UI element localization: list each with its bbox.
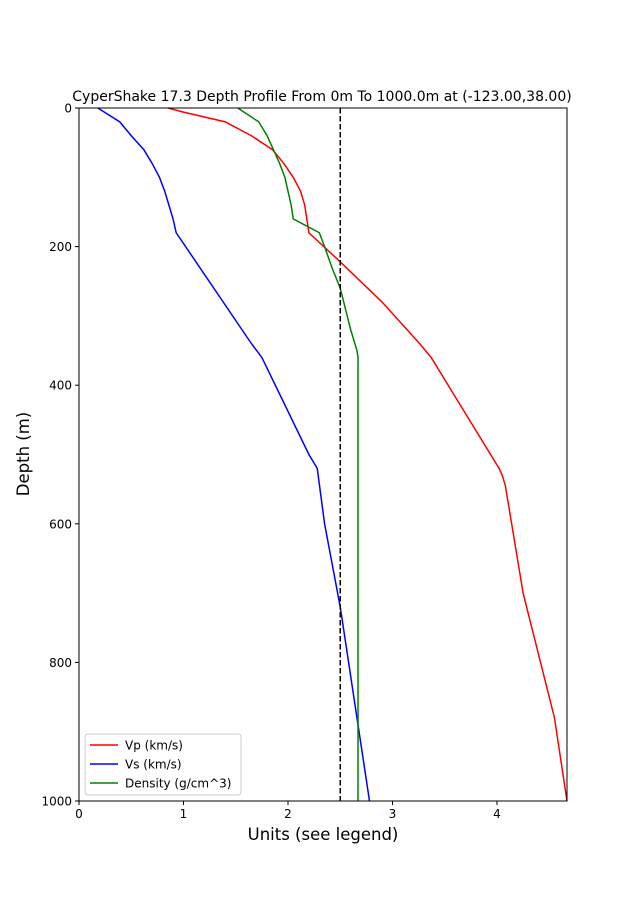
x-tick-label: 0 <box>75 807 83 821</box>
legend-label-1: Vs (km/s) <box>125 758 182 772</box>
y-tick-label: 600 <box>49 517 72 531</box>
legend-label-2: Density (g/cm^3) <box>125 777 231 791</box>
x-tick-label: 3 <box>389 807 397 821</box>
x-tick-label: 2 <box>284 807 292 821</box>
y-axis-title: Depth (m) <box>14 412 33 496</box>
y-tick-label: 200 <box>49 240 72 254</box>
axes-frame <box>78 107 568 802</box>
legend-label-0: Vp (km/s) <box>125 739 183 753</box>
series-line-0 <box>167 107 568 802</box>
series-line-2 <box>237 107 359 801</box>
y-tick-label: 400 <box>49 379 72 393</box>
y-tick-label: 1000 <box>41 795 72 809</box>
x-axis-title: Units (see legend) <box>248 825 399 844</box>
x-tick-label: 4 <box>493 807 501 821</box>
legend-box <box>84 733 242 796</box>
y-tick-label: 0 <box>64 102 72 116</box>
y-tick-label: 800 <box>49 656 72 670</box>
chart-title: CyperShake 17.3 Depth Profile From 0m To… <box>72 89 571 105</box>
plot-area: 0 1 2 3 4 0 200 400 600 800 1000 <box>41 102 568 821</box>
legend: Vp (km/s) Vs (km/s) Density (g/cm^3) <box>84 733 242 796</box>
series-line-1 <box>97 107 371 802</box>
x-tick-label: 1 <box>180 807 188 821</box>
